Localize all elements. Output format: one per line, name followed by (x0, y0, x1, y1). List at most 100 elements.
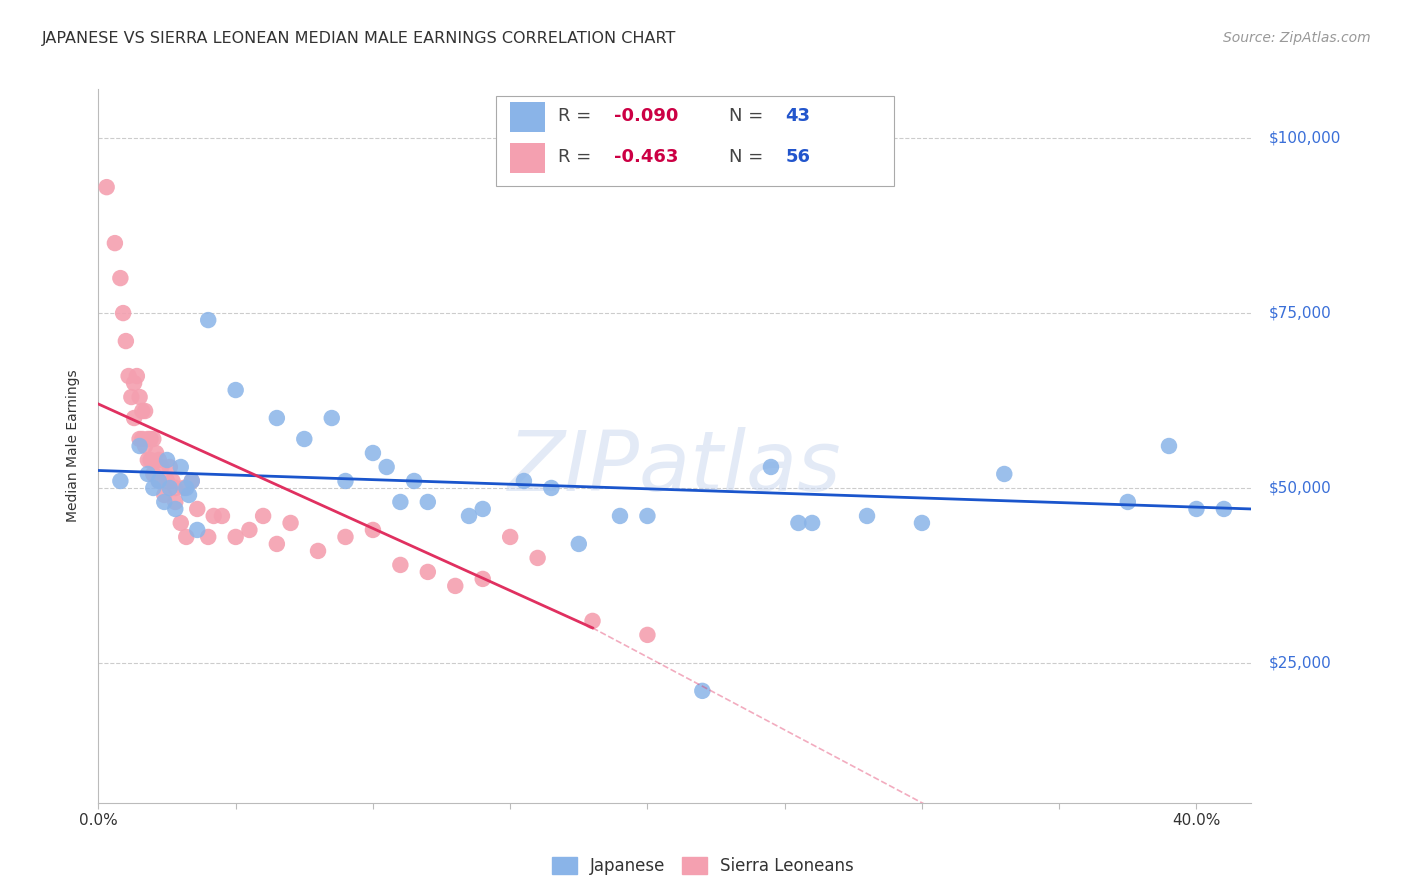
Point (115, 334, 138, 348)
Point (389, 558, 412, 572)
Point (225, 530, 247, 544)
Point (165, 502, 187, 516)
Point (513, 474, 536, 488)
Point (404, 474, 426, 488)
Point (136, 467, 159, 481)
Point (145, 446, 167, 460)
Point (993, 467, 1015, 481)
Point (180, 474, 202, 488)
Point (170, 516, 193, 530)
Point (197, 530, 219, 544)
Point (499, 530, 522, 544)
Text: $75,000: $75,000 (1268, 306, 1331, 320)
Point (104, 236, 127, 251)
Point (159, 460, 181, 475)
Point (177, 488, 200, 502)
Text: $25,000: $25,000 (1268, 656, 1331, 671)
Point (122, 376, 145, 390)
Point (335, 474, 357, 488)
FancyBboxPatch shape (496, 96, 894, 186)
Point (1116, 495, 1139, 509)
Text: R =: R = (558, 107, 598, 125)
Point (458, 508, 481, 523)
Point (581, 614, 603, 628)
FancyBboxPatch shape (510, 143, 544, 173)
Point (162, 474, 184, 488)
Point (321, 411, 343, 425)
Point (165, 495, 187, 509)
Point (139, 453, 162, 467)
Point (186, 502, 208, 516)
Point (361, 523, 384, 537)
Point (444, 579, 467, 593)
Point (148, 474, 170, 488)
Point (1212, 502, 1234, 516)
Point (636, 508, 658, 523)
Point (361, 446, 384, 460)
Text: 56: 56 (786, 148, 811, 166)
Point (692, 684, 714, 698)
Point (252, 508, 274, 523)
Point (173, 481, 195, 495)
Point (787, 516, 810, 530)
Point (202, 508, 225, 523)
Text: 43: 43 (786, 107, 811, 125)
Point (142, 467, 165, 481)
Text: ZIPatlas: ZIPatlas (508, 427, 842, 508)
Point (471, 572, 494, 586)
Point (174, 481, 197, 495)
Point (609, 508, 631, 523)
Point (139, 432, 162, 446)
Point (225, 383, 247, 397)
Point (568, 537, 591, 551)
Point (165, 481, 187, 495)
Point (186, 523, 208, 537)
Point (801, 516, 824, 530)
Point (128, 439, 150, 453)
Point (96, 180, 118, 194)
Point (526, 550, 548, 565)
Point (136, 432, 159, 446)
Point (122, 411, 145, 425)
Point (280, 516, 302, 530)
Point (134, 439, 156, 453)
Point (540, 481, 562, 495)
Point (159, 481, 181, 495)
Point (759, 460, 782, 475)
Point (131, 404, 153, 418)
Text: Source: ZipAtlas.com: Source: ZipAtlas.com (1223, 31, 1371, 45)
Point (416, 565, 439, 579)
Point (1157, 439, 1180, 453)
Point (174, 530, 197, 544)
Point (180, 474, 202, 488)
Point (292, 432, 315, 446)
Point (211, 508, 233, 523)
Point (148, 474, 170, 488)
Point (636, 628, 658, 642)
Point (307, 544, 329, 558)
Point (131, 432, 153, 446)
Text: N =: N = (730, 107, 769, 125)
Text: -0.090: -0.090 (614, 107, 678, 125)
Point (335, 530, 357, 544)
Point (110, 474, 132, 488)
Text: R =: R = (558, 148, 598, 166)
Point (136, 453, 159, 467)
Legend: Japanese, Sierra Leoneans: Japanese, Sierra Leoneans (546, 850, 860, 882)
Text: JAPANESE VS SIERRA LEONEAN MEDIAN MALE EARNINGS CORRELATION CHART: JAPANESE VS SIERRA LEONEAN MEDIAN MALE E… (42, 31, 676, 46)
Point (148, 453, 170, 467)
Text: N =: N = (730, 148, 769, 166)
Point (416, 495, 439, 509)
Point (128, 390, 150, 404)
Point (266, 537, 288, 551)
Point (389, 495, 412, 509)
Point (142, 481, 165, 495)
Point (128, 432, 150, 446)
Point (120, 390, 142, 404)
Point (150, 460, 173, 475)
Point (142, 432, 165, 446)
Point (156, 453, 179, 467)
Point (153, 488, 176, 502)
Point (238, 523, 260, 537)
Point (125, 369, 148, 384)
